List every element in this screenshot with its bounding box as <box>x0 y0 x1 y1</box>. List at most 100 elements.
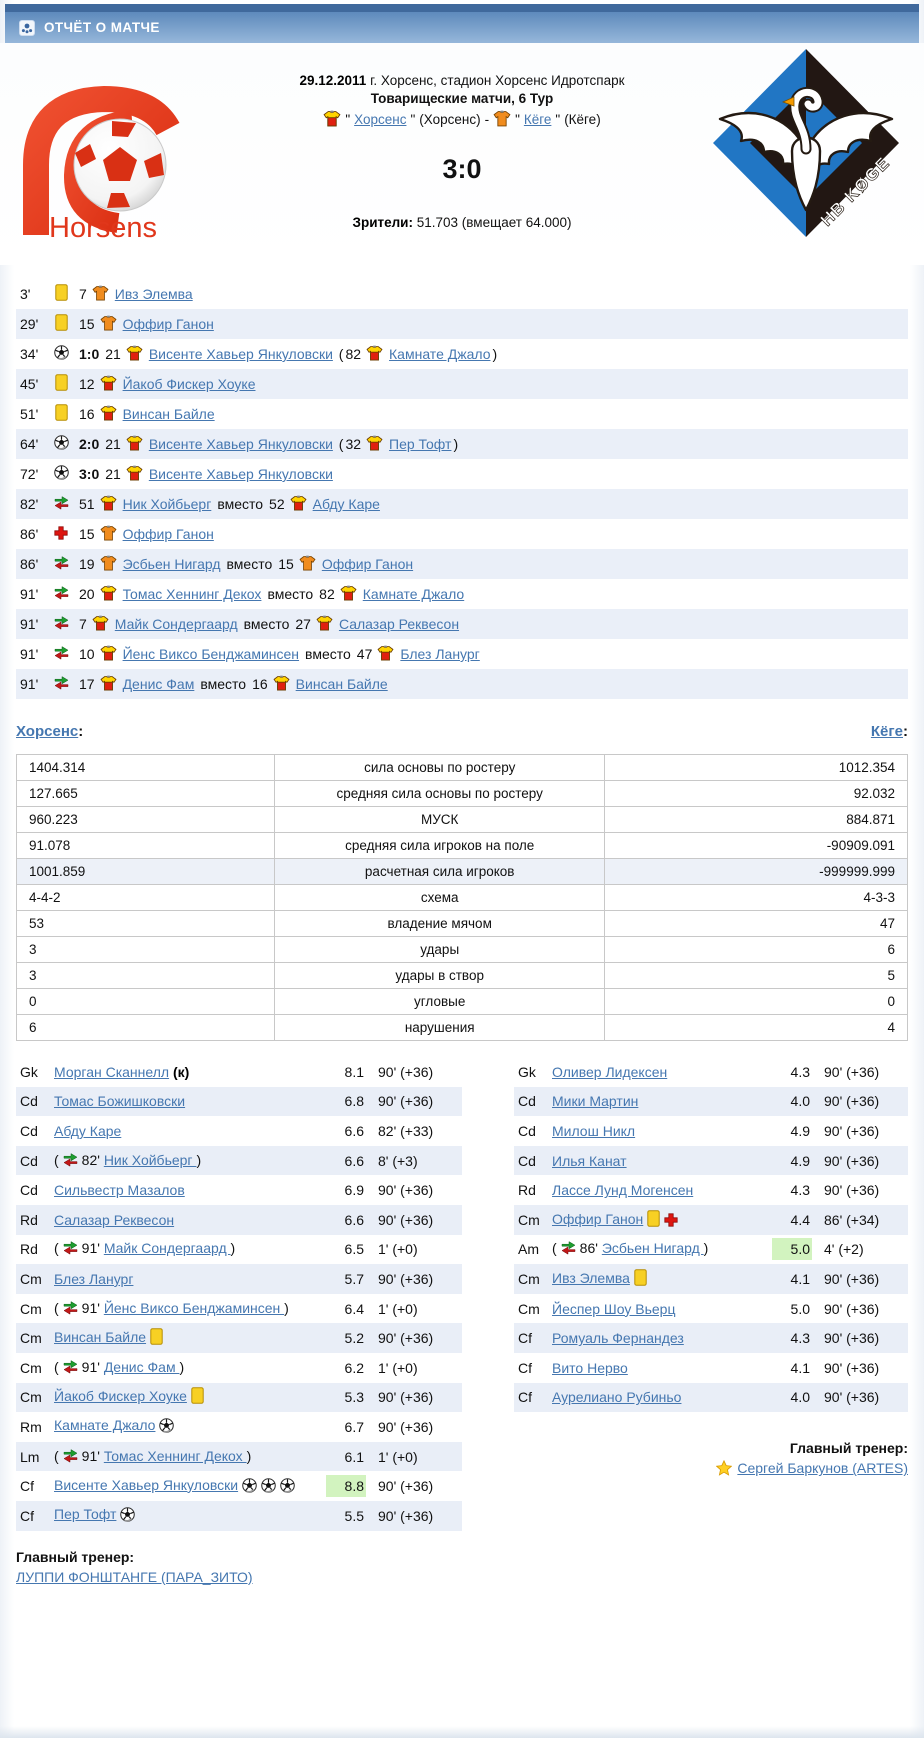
event-minute: 86' <box>20 526 39 542</box>
player-link[interactable]: Ивз Элемва <box>552 1269 630 1286</box>
player-link[interactable]: Майк Сондергаард <box>114 616 238 632</box>
player-link[interactable]: Абду Каре <box>312 496 380 512</box>
player-link[interactable]: Оффир Ганон <box>552 1210 644 1227</box>
away-team-link[interactable]: Кёге <box>523 111 552 127</box>
player-link[interactable]: Блез Ланург <box>400 646 480 662</box>
player-link[interactable]: Йакоб Фискер Хоуке <box>54 1388 187 1405</box>
player-link[interactable]: Винсан Байле <box>295 676 388 692</box>
player-rating: 5.0 <box>790 1300 810 1317</box>
substitute-word: вместо <box>243 616 290 632</box>
player-name-cell: Томас Божишковски <box>54 1093 326 1109</box>
player-position: Cf <box>20 1478 34 1495</box>
player-number: 32 <box>345 436 362 452</box>
player-link[interactable]: Денис Фам <box>103 1358 180 1375</box>
player-link[interactable]: Оффир Ганон <box>122 526 214 542</box>
player-name-cell: Абду Каре <box>54 1123 326 1139</box>
player-link[interactable]: Томас Хеннинг Декох <box>103 1447 247 1464</box>
player-link[interactable]: Сильвестр Мазалов <box>54 1182 185 1199</box>
substitution-arrows-icon <box>63 1241 78 1258</box>
player-link[interactable]: Вито Нерво <box>552 1359 628 1376</box>
home-section-header: Хорсенс: <box>16 723 83 740</box>
player-link[interactable]: Йеспер Шоу Вьерц <box>552 1300 676 1317</box>
player-row: Cd (82' Ник Хойбьерг ) 6.6 8' (+3) <box>16 1145 462 1176</box>
event-row: 3' 7 Ивз Элемва <box>16 279 908 309</box>
player-link[interactable]: Аурелиано Рубиньо <box>552 1389 682 1406</box>
player-link[interactable]: Камнате Джало <box>362 586 465 602</box>
player-link[interactable]: Йакоб Фискер Хоуке <box>122 376 256 392</box>
player-name-cell: Ивз Элемва <box>552 1269 772 1289</box>
home-shirt-icon <box>323 110 341 128</box>
player-link[interactable]: Салазар Реквесон <box>54 1211 175 1228</box>
stat-label: нарушения <box>274 1014 606 1041</box>
red-cross-icon <box>664 1213 678 1230</box>
player-link[interactable]: Винсан Байле <box>54 1329 147 1346</box>
player-link[interactable]: Оффир Ганон <box>321 556 414 572</box>
player-link[interactable]: Пер Тофт <box>389 436 452 452</box>
player-link[interactable]: Йенс Виксо Бенджаминсен <box>103 1299 285 1316</box>
event-row: 82' 51 Ник Хойбьерг вместо 52 Абду Каре <box>16 489 908 519</box>
player-link[interactable]: Висенте Хавьер Янкуловски <box>148 346 333 362</box>
player-link[interactable]: Висенте Хавьер Янкуловски <box>148 436 333 452</box>
player-link[interactable]: Висенте Хавьер Янкуловски <box>148 466 333 482</box>
home-coach-link[interactable]: ЛУППИ ФОНШТАНГЕ (ПАРА_ЗИТО) <box>16 1568 253 1585</box>
player-time: 1' (+0) <box>378 1448 418 1465</box>
player-name-cell: Сильвестр Мазалов <box>54 1182 326 1198</box>
player-time: 90' (+36) <box>378 1093 434 1110</box>
player-link[interactable]: Ник Хойбьерг <box>122 496 212 512</box>
player-link[interactable]: Илья Канат <box>552 1152 627 1169</box>
player-row: Cm Блез Ланург 5.7 90' (+36) <box>16 1264 462 1294</box>
player-link[interactable]: Висенте Хавьер Янкуловски <box>54 1476 239 1493</box>
player-link[interactable]: Эсбьен Нигард <box>601 1240 704 1257</box>
player-link[interactable]: Ромуаль Фернандез <box>552 1330 684 1347</box>
home-team-link[interactable]: Хорсенс <box>354 111 407 127</box>
player-link[interactable]: Камнате Джало <box>389 346 491 362</box>
yellow-card-icon <box>647 1210 660 1230</box>
player-link[interactable]: Ник Хойбьерг <box>103 1151 197 1168</box>
player-link[interactable]: Томас Хеннинг Декох <box>122 586 262 602</box>
player-link[interactable]: Абду Каре <box>54 1122 122 1139</box>
player-link[interactable]: Йенс Виксо Бенджаминсен <box>122 646 300 662</box>
player-link[interactable]: Ивз Элемва <box>114 286 193 302</box>
quote: " <box>410 111 416 127</box>
player-time: 4' (+2) <box>824 1241 864 1258</box>
player-name-cell: Илья Канат <box>552 1153 772 1169</box>
sub-minute: 91' <box>81 1240 104 1257</box>
stat-label: схема <box>274 884 606 911</box>
player-link[interactable]: Камнате Джало <box>54 1417 156 1434</box>
player-link[interactable]: Пер Тофт <box>54 1506 117 1523</box>
player-time: 90' (+36) <box>378 1507 434 1524</box>
player-link[interactable]: Милош Никл <box>552 1122 636 1139</box>
away-manager: (Кёге) <box>564 111 601 127</box>
player-position: Cd <box>20 1093 38 1110</box>
player-position: Cd <box>20 1182 38 1199</box>
player-time: 1' (+0) <box>378 1241 418 1258</box>
home-section-link[interactable]: Хорсенс <box>16 723 79 740</box>
away-coach-link[interactable]: Сергей Баркунов (ARTES) <box>737 1460 908 1477</box>
player-rating: 6.5 <box>344 1241 364 1258</box>
player-link[interactable]: Томас Божишковски <box>54 1093 186 1110</box>
player-link[interactable]: Морган Сканнелл <box>54 1063 170 1080</box>
player-link[interactable]: Мики Мартин <box>552 1093 639 1110</box>
player-link[interactable]: Салазар Реквесон <box>338 616 460 632</box>
quote: " <box>555 111 561 127</box>
player-link[interactable]: Эсбьен Нигард <box>122 556 221 572</box>
player-link[interactable]: Майк Сондергаард <box>103 1240 231 1257</box>
away-shirt-icon <box>299 555 317 573</box>
player-position: Cd <box>20 1122 38 1139</box>
horsens-logo-text: Horsens <box>49 212 157 243</box>
player-link[interactable]: Оффир Ганон <box>122 316 214 332</box>
stat-away-value: 5 <box>604 962 908 989</box>
soccer-ball-icon <box>242 1477 257 1496</box>
home-shirt-icon <box>100 675 118 693</box>
player-link[interactable]: Блез Ланург <box>54 1270 134 1287</box>
player-link[interactable]: Лассе Лунд Могенсен <box>552 1182 694 1199</box>
player-number: 15 <box>79 526 95 542</box>
player-link[interactable]: Оливер Лидексен <box>552 1063 668 1080</box>
player-name-cell: Пер Тофт <box>54 1506 326 1525</box>
substitute-word: вместо <box>217 496 264 512</box>
away-section-link[interactable]: Кёге <box>870 723 903 740</box>
player-link[interactable]: Денис Фам <box>122 676 195 692</box>
player-link[interactable]: Винсан Байле <box>122 406 215 422</box>
player-name-cell: Висенте Хавьер Янкуловски <box>54 1477 326 1496</box>
substitute-word: вместо <box>267 586 314 602</box>
